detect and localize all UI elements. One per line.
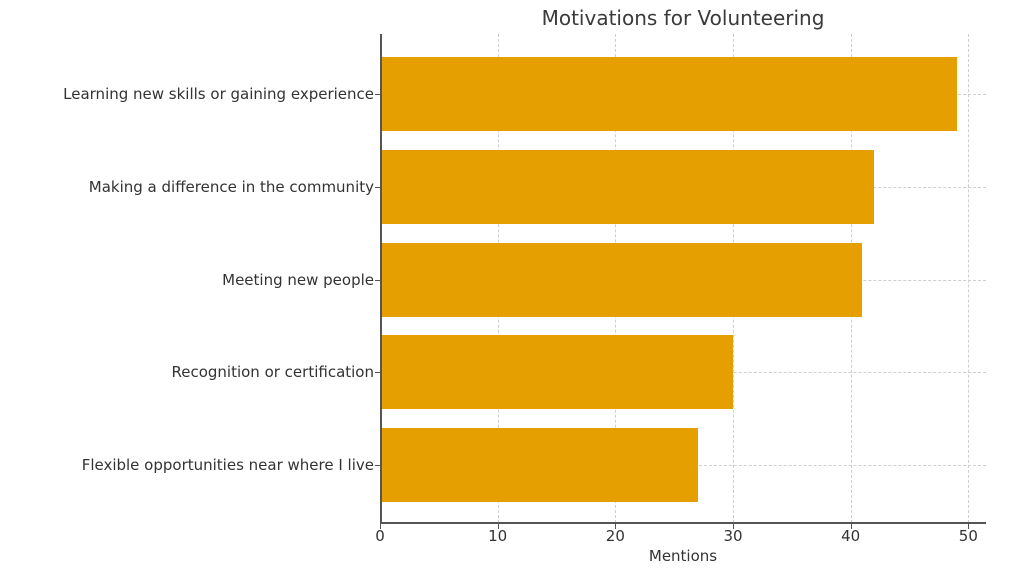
x-tick <box>968 524 970 529</box>
y-tick <box>375 279 380 281</box>
x-tick-label: 50 <box>958 527 978 545</box>
bar <box>380 57 957 131</box>
x-tick-label: 10 <box>488 527 508 545</box>
y-tick <box>375 372 380 374</box>
bar <box>380 428 698 502</box>
bar <box>380 242 863 317</box>
y-tick-label: Learning new skills or gaining experienc… <box>63 85 374 103</box>
y-axis-line <box>380 34 382 524</box>
bar <box>380 149 875 224</box>
x-tick-label: 40 <box>841 527 861 545</box>
y-tick-label: Meeting new people <box>222 270 374 289</box>
x-axis-line <box>380 522 986 524</box>
x-tick-label: 20 <box>605 527 625 545</box>
y-tick <box>375 186 380 188</box>
x-tick <box>615 524 617 529</box>
x-axis-label: Mentions <box>648 547 718 565</box>
y-tick <box>375 465 380 466</box>
x-gridline <box>968 34 970 523</box>
chart-title: Motivations for Volunteering <box>541 6 825 30</box>
x-tick-label: 30 <box>723 527 743 545</box>
y-tick-label: Flexible opportunities near where I live <box>81 456 374 474</box>
y-tick-label: Making a difference in the community <box>88 177 374 196</box>
x-tick <box>733 524 734 529</box>
x-tick <box>497 524 499 529</box>
y-tick <box>375 94 380 95</box>
y-tick-label: Recognition or certification <box>171 363 374 382</box>
x-tick <box>850 524 852 529</box>
bar <box>380 335 733 410</box>
x-tick-label: 0 <box>375 527 385 545</box>
plot-area <box>380 34 986 523</box>
x-tick <box>380 524 381 529</box>
